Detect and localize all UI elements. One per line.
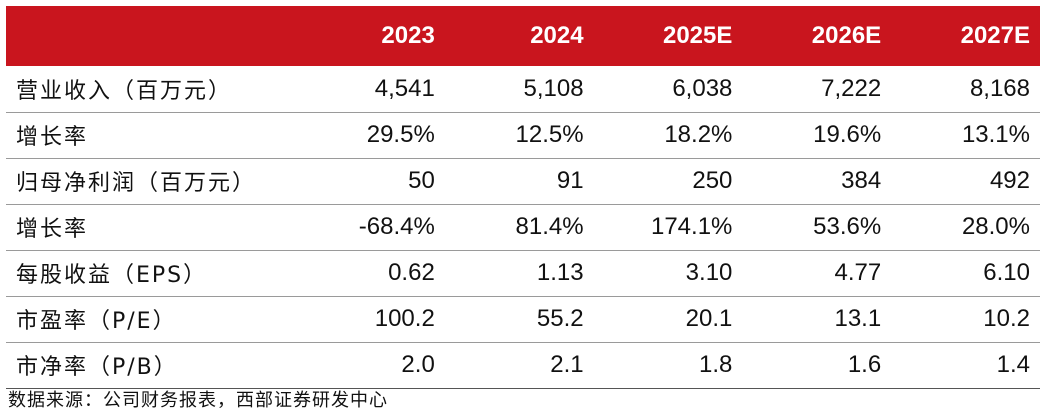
row-label: 增长率	[6, 112, 296, 159]
table-cell: 174.1%	[593, 204, 743, 251]
table-cell: 13.1%	[891, 112, 1040, 159]
source-note: 数据来源：公司财务报表，西部证券研发中心	[8, 390, 388, 411]
table-cell: 29.5%	[296, 112, 445, 159]
row-label: 市盈率（P/E）	[6, 296, 296, 343]
table-cell: 1.4	[891, 342, 1040, 389]
table-cell: -68.4%	[296, 204, 445, 251]
row-label: 市净率（P/B）	[6, 342, 296, 389]
table-cell: 50	[296, 158, 445, 205]
header-cell-label	[6, 6, 296, 66]
table-cell: 1.13	[444, 250, 594, 297]
forecast-table-container: 2023 2024 2025E 2026E 2027E 营业收入（百万元） 4,…	[6, 6, 1040, 389]
table-cell: 4,541	[296, 66, 445, 113]
table-cell: 10.2	[891, 296, 1040, 343]
table-cell: 5,108	[444, 66, 594, 113]
financial-forecast-table: 2023 2024 2025E 2026E 2027E 营业收入（百万元） 4,…	[6, 6, 1040, 389]
table-cell: 20.1	[593, 296, 743, 343]
table-cell: 19.6%	[742, 112, 892, 159]
row-label: 营业收入（百万元）	[6, 66, 296, 113]
table-cell: 91	[444, 158, 594, 205]
table-cell: 1.8	[593, 342, 743, 389]
table-row: 营业收入（百万元） 4,541 5,108 6,038 7,222 8,168	[6, 66, 1040, 113]
header-cell-2026e: 2026E	[742, 6, 892, 66]
table-cell: 2.0	[296, 342, 445, 389]
table-cell: 2.1	[444, 342, 594, 389]
table-header-row: 2023 2024 2025E 2026E 2027E	[6, 6, 1040, 66]
table-cell: 18.2%	[593, 112, 743, 159]
table-row: 增长率 -68.4% 81.4% 174.1% 53.6% 28.0%	[6, 204, 1040, 251]
table-row: 市净率（P/B） 2.0 2.1 1.8 1.6 1.4	[6, 342, 1040, 389]
table-cell: 55.2	[444, 296, 594, 343]
table-row: 每股收益（EPS） 0.62 1.13 3.10 4.77 6.10	[6, 250, 1040, 297]
table-cell: 81.4%	[444, 204, 594, 251]
table-cell: 28.0%	[891, 204, 1040, 251]
table-cell: 492	[891, 158, 1040, 205]
table-row: 归母净利润（百万元） 50 91 250 384 492	[6, 158, 1040, 205]
table-cell: 0.62	[296, 250, 445, 297]
table-cell: 3.10	[593, 250, 743, 297]
table-cell: 6,038	[593, 66, 743, 113]
table-cell: 8,168	[891, 66, 1040, 113]
table-cell: 250	[593, 158, 743, 205]
table-cell: 6.10	[891, 250, 1040, 297]
row-label: 增长率	[6, 204, 296, 251]
header-cell-2027e: 2027E	[891, 6, 1040, 66]
table-cell: 4.77	[742, 250, 892, 297]
table-cell: 7,222	[742, 66, 892, 113]
row-label: 归母净利润（百万元）	[6, 158, 296, 205]
header-cell-2025e: 2025E	[593, 6, 743, 66]
table-cell: 100.2	[296, 296, 445, 343]
table-row: 市盈率（P/E） 100.2 55.2 20.1 13.1 10.2	[6, 296, 1040, 343]
table-row: 增长率 29.5% 12.5% 18.2% 19.6% 13.1%	[6, 112, 1040, 159]
header-cell-2023: 2023	[296, 6, 445, 66]
table-cell: 12.5%	[444, 112, 594, 159]
table-cell: 1.6	[742, 342, 892, 389]
table-cell: 384	[742, 158, 892, 205]
table-cell: 13.1	[742, 296, 892, 343]
table-cell: 53.6%	[742, 204, 892, 251]
header-cell-2024: 2024	[444, 6, 594, 66]
row-label: 每股收益（EPS）	[6, 250, 296, 297]
